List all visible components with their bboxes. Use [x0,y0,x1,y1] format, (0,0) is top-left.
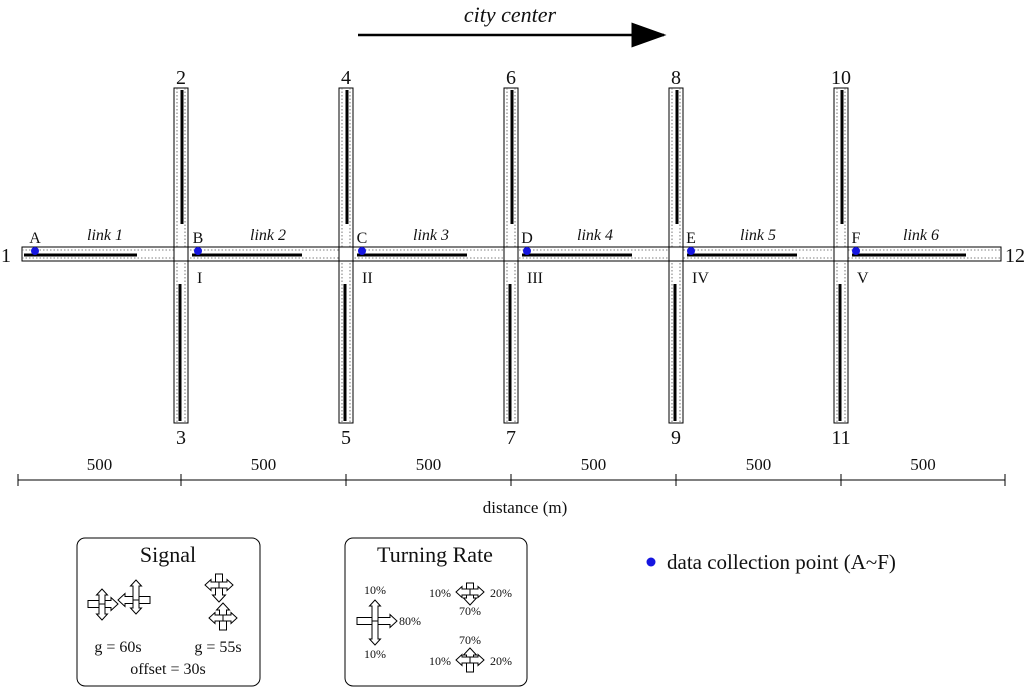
collection-points: A B C D E F [29,230,861,255]
ns-north-through-rate: 70% [459,633,481,647]
collection-point-dot [852,247,860,255]
link-label: link 1 [87,227,123,244]
link-label: link 2 [250,227,286,244]
ns-north-right-arrow [469,653,485,667]
intersection-label: IV [692,270,709,287]
ns-south-right-arrow [469,585,485,599]
collection-point-dot [194,247,202,255]
distance-segment-label: 500 [87,455,113,474]
collection-point-label: B [193,230,204,247]
node-number: 10 [831,67,851,89]
signal-legend-box: Signal g = 60s g = 55s offset = 30s [76,537,261,687]
collection-point-label: C [357,230,368,247]
ns-north-left-rate: 10% [429,654,451,668]
collection-point-label: E [686,230,696,247]
node-number: 12 [1005,245,1025,267]
distance-axis: 500 500 500 500 500 500 [17,455,1006,486]
ew-right-arrow [368,620,382,646]
nb-left-arrow [208,611,224,625]
legend-dot [646,557,656,567]
signal-title: Signal [140,542,196,567]
ew-left-arrow [368,599,382,622]
distance-segment-label: 500 [910,455,936,474]
distance-segment-label: 500 [581,455,607,474]
distance-segment-label: 500 [251,455,277,474]
node-number: 9 [671,427,681,449]
turning-rate-icons [356,582,485,673]
intersection-label: II [362,270,373,287]
collection-point-dot [523,247,531,255]
sb-left-arrow [218,578,234,592]
node-number: 6 [506,67,516,89]
node-number: 5 [341,427,351,449]
ns-north-right-rate: 20% [490,654,512,668]
signal-offset: offset = 30s [130,661,205,678]
link-label: link 3 [413,227,449,244]
wb-right-arrow [129,579,143,601]
collection-point-dot [358,247,366,255]
signal-phase1-green: g = 60s [94,639,141,656]
collection-point-label: F [852,230,861,247]
intersection-box [668,246,684,262]
ew-right-rate: 10% [364,647,386,661]
node-number: 8 [671,67,681,89]
intersection-box [173,246,189,262]
distance-segment-label: 500 [416,455,442,474]
node-number: 4 [341,67,351,89]
signal-phase-icons [87,573,238,631]
node-number: 11 [831,427,850,449]
intersection-box [338,246,354,262]
node-number: 7 [506,427,516,449]
collection-point-legend: data collection point (A~F) [646,550,896,574]
signal-phase2-green: g = 55s [194,639,241,656]
link-label: link 6 [903,227,939,244]
node-number: 2 [176,67,186,89]
ns-south-left-arrow [455,585,471,599]
collection-point-label: D [521,230,533,247]
link-label: link 4 [577,227,613,244]
collection-point-label: A [29,230,41,247]
intersection-box [503,246,519,262]
sb-right-arrow [204,578,220,592]
ns-south-left-rate: 10% [429,586,451,600]
ns-south-right-rate: 20% [490,586,512,600]
turning-rate-box: Turning Rate 10% 80% 10% 10% 20% 70% 70%… [344,537,528,687]
ns-south-through-rate: 70% [459,604,481,618]
ew-through-rate: 80% [399,614,421,628]
eb-right-arrow [95,603,109,621]
distance-segment-label: 500 [746,455,772,474]
intersection-box [833,246,849,262]
collection-point-dot [687,247,695,255]
intersection-label: III [527,270,543,287]
turning-rate-title: Turning Rate [377,542,493,567]
ew-left-rate: 10% [364,583,386,597]
intersection-label: I [197,270,202,287]
distance-axis-label: distance (m) [483,498,568,517]
nb-right-arrow [222,611,238,625]
eb-left-arrow [95,588,109,605]
wb-left-arrow [129,599,143,615]
direction-label: city center [464,2,557,27]
node-number: 1 [1,245,11,267]
legend-text: data collection point (A~F) [667,550,896,574]
ns-north-left-arrow [455,653,471,667]
collection-point-dot [31,247,39,255]
node-number: 3 [176,427,186,449]
link-label: link 5 [740,227,776,244]
intersection-label: V [857,270,869,287]
